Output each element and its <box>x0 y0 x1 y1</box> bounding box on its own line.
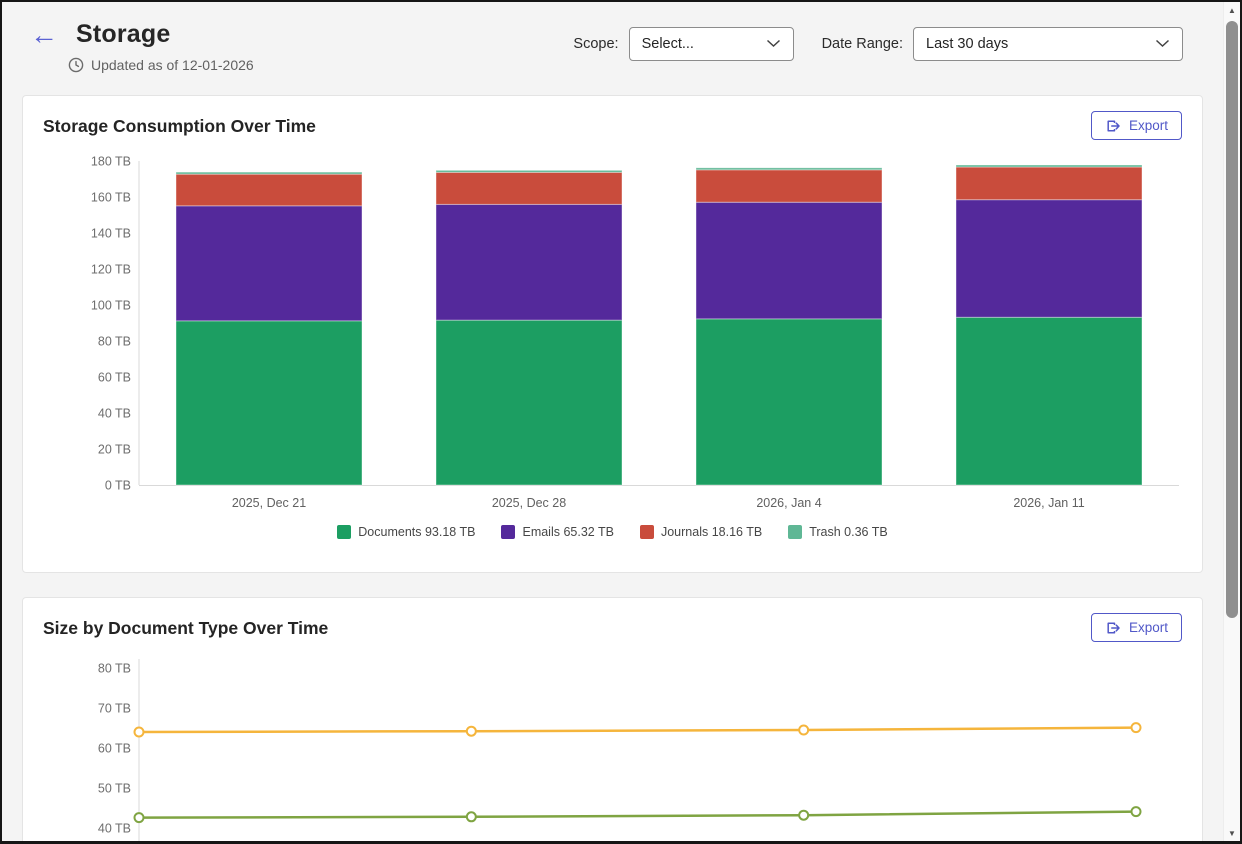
svg-text:180 TB: 180 TB <box>91 155 131 169</box>
legend-label: Emails 65.32 TB <box>522 525 613 539</box>
export-button-label: Export <box>1129 620 1168 635</box>
page-content: ← Storage Updated as of 12-01-2026 Scope… <box>2 2 1223 841</box>
legend-item-emails: Emails 65.32 TB <box>501 525 613 539</box>
svg-text:140 TB: 140 TB <box>91 227 131 241</box>
svg-text:100 TB: 100 TB <box>91 299 131 313</box>
size-by-doc-type-title: Size by Document Type Over Time <box>43 618 1182 639</box>
scope-select[interactable]: Select... <box>629 27 794 61</box>
legend-swatch <box>337 525 351 539</box>
legend-item-journals: Journals 18.16 TB <box>640 525 762 539</box>
page-title: Storage <box>76 20 170 49</box>
svg-text:2025, Dec 21: 2025, Dec 21 <box>232 496 306 510</box>
legend-swatch <box>640 525 654 539</box>
storage-consumption-card: Storage Consumption Over Time Export 0 T… <box>22 95 1203 573</box>
svg-text:40 TB: 40 TB <box>98 407 131 421</box>
storage-consumption-bar-chart: 0 TB 20 TB 40 TB 60 TB 80 TB 100 TB 120 TB 140 … <box>43 149 1183 519</box>
back-button[interactable]: ← <box>30 22 58 48</box>
svg-text:50 TB: 50 TB <box>98 782 131 796</box>
legend-item-trash: Trash 0.36 TB <box>788 525 888 539</box>
legend-label: Journals 18.16 TB <box>661 525 762 539</box>
chevron-down-icon <box>1155 36 1170 52</box>
legend-swatch <box>788 525 802 539</box>
export-button-consumption[interactable]: Export <box>1091 111 1182 140</box>
scope-label: Scope: <box>573 36 618 52</box>
svg-text:2026, Jan 4: 2026, Jan 4 <box>756 496 821 510</box>
svg-text:80 TB: 80 TB <box>98 335 131 349</box>
legend-label: Documents 93.18 TB <box>358 525 475 539</box>
legend-swatch <box>501 525 515 539</box>
legend-item-documents: Documents 93.18 TB <box>337 525 475 539</box>
page-header: ← Storage Updated as of 12-01-2026 Scope… <box>2 2 1223 73</box>
date-range-select-value: Last 30 days <box>926 36 1008 52</box>
chart-legend: Documents 93.18 TB Emails 65.32 TB Journal… <box>43 525 1182 539</box>
svg-text:60 TB: 60 TB <box>98 371 131 385</box>
export-icon <box>1105 620 1122 636</box>
size-by-doc-type-line-chart: 80 TB 70 TB 60 TB 50 TB 40 TB <box>43 651 1183 841</box>
storage-consumption-title: Storage Consumption Over Time <box>43 116 1182 137</box>
export-button-doc-type[interactable]: Export <box>1091 613 1182 642</box>
scope-select-value: Select... <box>642 36 694 52</box>
svg-text:20 TB: 20 TB <box>98 443 131 457</box>
chevron-down-icon <box>766 36 781 52</box>
svg-text:60 TB: 60 TB <box>98 742 131 756</box>
svg-text:120 TB: 120 TB <box>91 263 131 277</box>
date-range-label: Date Range: <box>822 36 903 52</box>
svg-text:40 TB: 40 TB <box>98 822 131 836</box>
svg-text:2026, Jan 11: 2026, Jan 11 <box>1013 496 1084 510</box>
size-by-doc-type-card: Size by Document Type Over Time Export 8… <box>22 597 1203 841</box>
export-icon <box>1105 118 1122 134</box>
scrollbar-thumb[interactable] <box>1226 21 1238 618</box>
clock-icon <box>68 57 84 73</box>
scrollbar-up-button[interactable]: ▲ <box>1224 2 1240 18</box>
date-range-select[interactable]: Last 30 days <box>913 27 1183 61</box>
updated-text: Updated as of 12-01-2026 <box>91 57 254 73</box>
scrollbar-down-button[interactable]: ▼ <box>1224 825 1240 841</box>
svg-text:160 TB: 160 TB <box>91 191 131 205</box>
export-button-label: Export <box>1129 118 1168 133</box>
app-window: ← Storage Updated as of 12-01-2026 Scope… <box>0 0 1242 844</box>
svg-text:0 TB: 0 TB <box>105 479 131 493</box>
vertical-scrollbar[interactable]: ▲ ▼ <box>1223 2 1240 841</box>
svg-text:2025, Dec 28: 2025, Dec 28 <box>492 496 566 510</box>
svg-text:70 TB: 70 TB <box>98 702 131 716</box>
svg-text:80 TB: 80 TB <box>98 662 131 676</box>
legend-label: Trash 0.36 TB <box>809 525 888 539</box>
